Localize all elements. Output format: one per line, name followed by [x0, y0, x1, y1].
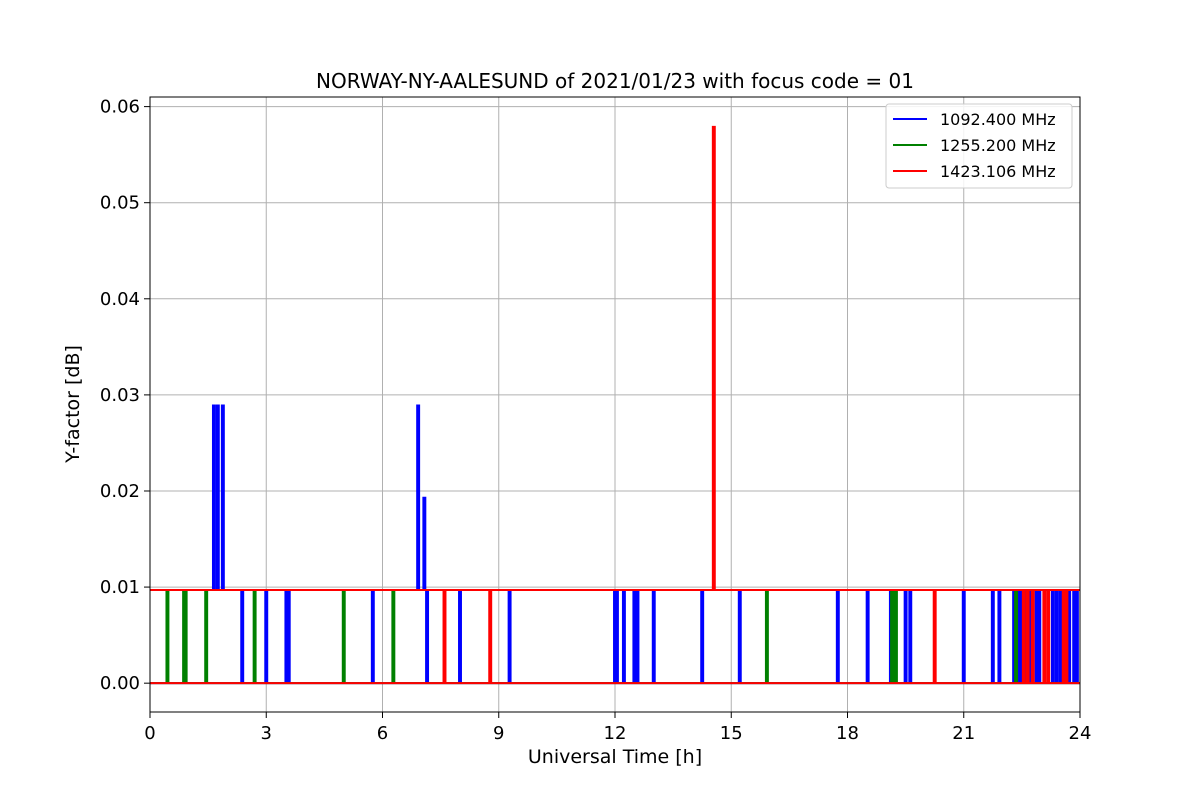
series-1-drop — [700, 589, 705, 684]
series-1-drop — [865, 589, 870, 684]
x-axis-label: Universal Time [h] — [528, 746, 702, 768]
series-1-spike — [211, 404, 216, 590]
series-2-drop — [1014, 589, 1019, 684]
y-tick-label: 0.05 — [100, 193, 140, 214]
series-1-drop — [507, 589, 512, 684]
x-tick-label: 0 — [144, 723, 155, 744]
series-1-drop — [286, 589, 291, 684]
series-2-drop — [341, 589, 346, 684]
series-1-drop — [1074, 589, 1079, 684]
series-1-drop — [1050, 589, 1055, 684]
series-1-drop — [651, 589, 656, 684]
series-3-drop — [442, 589, 447, 684]
series-3-drop — [488, 589, 493, 684]
series-1-drop — [1037, 589, 1042, 684]
series-1-drop — [1058, 589, 1063, 684]
series-1-drop — [621, 589, 626, 684]
y-tick-label: 0.03 — [100, 385, 140, 406]
series-1-drop — [997, 589, 1002, 684]
x-tick-label: 15 — [720, 723, 743, 744]
series-1-drop — [1072, 589, 1077, 684]
series-1-drop — [1067, 589, 1072, 684]
y-tick-label: 0.01 — [100, 577, 140, 598]
series-3-drop — [1021, 589, 1026, 684]
x-tick-label: 3 — [261, 723, 272, 744]
x-tick-label: 12 — [604, 723, 627, 744]
series-3-drop — [1042, 589, 1047, 684]
x-tick-label: 21 — [952, 723, 975, 744]
x-tick-label: 18 — [836, 723, 859, 744]
series-2-drop — [252, 589, 257, 684]
series-1-drop — [835, 589, 840, 684]
series-2-drop — [893, 589, 898, 684]
series-3-drop — [1025, 589, 1030, 684]
series-1-drop — [632, 589, 637, 684]
legend: 1092.400 MHz 1255.200 MHz 1423.106 MHz — [885, 103, 1073, 189]
y-axis-label: Y-factor [dB] — [62, 345, 84, 464]
series-3-drop — [1030, 589, 1035, 684]
legend-label-series-1: 1092.400 MHz — [940, 110, 1056, 129]
y-tick-label: 0.00 — [100, 673, 140, 694]
series-3-drop — [932, 589, 937, 684]
x-tick-label: 9 — [493, 723, 504, 744]
series-1-drop — [370, 589, 375, 684]
series-1-spike — [422, 496, 427, 590]
series-layer — [150, 125, 1080, 685]
legend-label-series-2: 1255.200 MHz — [940, 136, 1056, 155]
series-1-drop — [908, 589, 913, 684]
y-tick-label: 0.06 — [100, 97, 140, 118]
series-1-spike — [220, 404, 225, 590]
series-2-drop — [165, 589, 170, 684]
series-1-drop — [425, 589, 430, 684]
series-3-drop — [1064, 589, 1069, 684]
series-2-drop — [764, 589, 769, 684]
series-1-drop — [903, 589, 908, 684]
series-1-drop — [1019, 589, 1024, 684]
series-1-spike — [215, 404, 220, 590]
series-3-drop — [1061, 589, 1066, 684]
series-1-drop — [635, 589, 640, 684]
series-2-drop — [204, 589, 209, 684]
x-tick-label: 24 — [1069, 723, 1092, 744]
series-1-drop — [1054, 589, 1059, 684]
y-tick-label: 0.02 — [100, 481, 140, 502]
series-1-spike — [416, 404, 421, 590]
series-3-drop — [1046, 589, 1051, 684]
series-1-drop — [614, 589, 619, 684]
chart-title: NORWAY-NY-AALESUND of 2021/01/23 with fo… — [316, 69, 914, 93]
series-1-drop — [737, 589, 742, 684]
series-3-spike — [711, 125, 716, 590]
x-axis: 0 3 6 9 12 15 18 21 24 — [144, 712, 1091, 744]
series-2-drop — [391, 589, 396, 684]
series-1-drop — [1034, 589, 1039, 684]
series-1-drop — [240, 589, 245, 684]
series-1-drop — [264, 589, 269, 684]
x-tick-label: 6 — [377, 723, 388, 744]
series-2-drop — [183, 589, 188, 684]
y-tick-label: 0.04 — [100, 289, 140, 310]
legend-box — [885, 103, 1073, 189]
series-1-drop — [458, 589, 462, 684]
y-axis: 0.00 0.01 0.02 0.03 0.04 0.05 0.06 — [100, 97, 150, 694]
series-1-drop — [961, 589, 966, 684]
legend-label-series-3: 1423.106 MHz — [940, 162, 1056, 181]
series-1-drop — [990, 589, 995, 684]
